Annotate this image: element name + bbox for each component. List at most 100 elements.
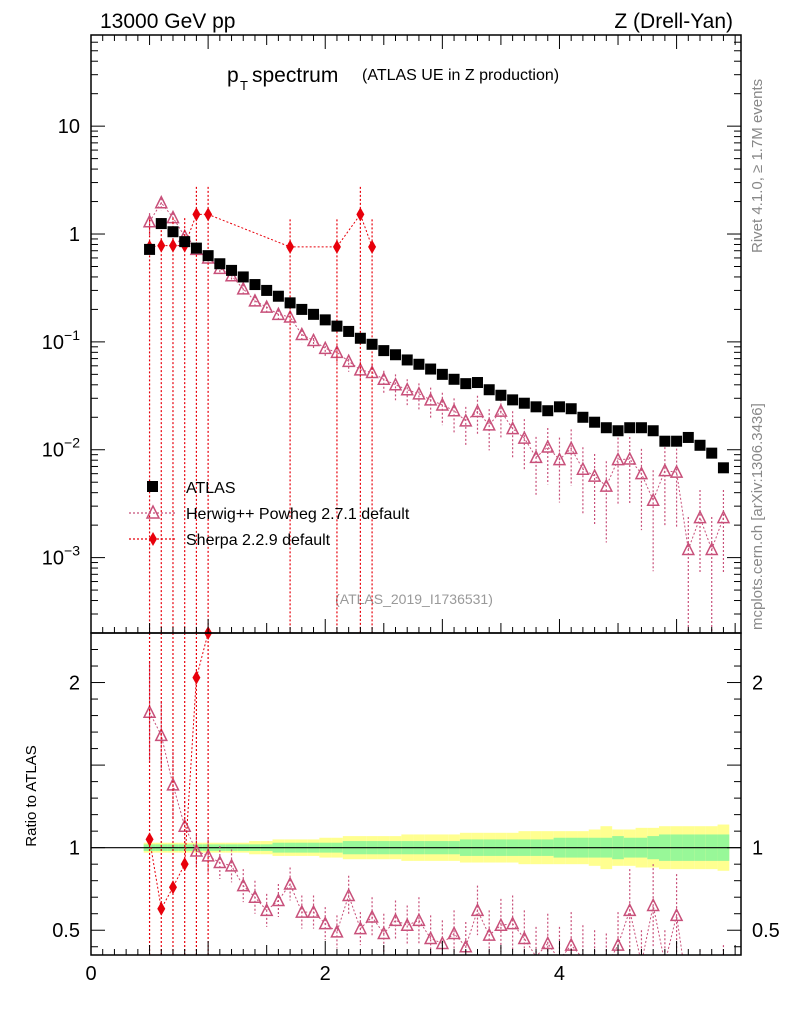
main-ytick-label: 10 [58, 116, 80, 138]
ratio-ytick-label-right: 1 [752, 838, 763, 860]
herwig-ratio-point [189, 843, 204, 857]
herwig-ratio-point [213, 854, 227, 869]
sherpa-point [286, 239, 295, 254]
herwig-point [259, 299, 274, 313]
atlas-point [530, 401, 542, 413]
herwig-ratio-point [669, 907, 684, 922]
xtick-label: 0 [85, 963, 96, 985]
herwig-point [658, 462, 672, 477]
atlas-point [425, 363, 437, 375]
ratio-ylabel: Ratio to ATLAS [23, 745, 40, 846]
herwig-point [459, 413, 473, 427]
ratio-ytick-label: 2 [69, 673, 80, 695]
herwig-point [482, 417, 496, 431]
axes: 10 1 10−1 10−2 10−3 0.5 0.5 1 1 2 2 0 2 4 [42, 34, 780, 985]
herwig-ratio-point [318, 915, 332, 930]
ratio-ytick-label-right: 2 [752, 673, 763, 695]
sherpa-point [168, 238, 177, 253]
atlas-point [319, 314, 331, 326]
herwig-point [505, 420, 520, 435]
ratio-plot [142, 626, 725, 955]
atlas-point [624, 422, 636, 434]
main-ytick-label: 10−1 [42, 327, 80, 354]
herwig-point [529, 449, 543, 464]
atlas-point [694, 439, 706, 451]
herwig-point [669, 464, 684, 478]
legend: ATLAS Herwig++ Powheg 2.7.1 default Sher… [129, 480, 410, 549]
herwig-point [681, 541, 696, 556]
atlas-point [144, 243, 156, 255]
atlas-point [565, 403, 577, 415]
mcplots-label: mcplots.cern.ch [arXiv:1306.3436] [749, 403, 766, 630]
sherpa-point [356, 207, 365, 222]
atlas-point [495, 389, 507, 401]
title-subscript: T [240, 78, 248, 93]
herwig-ratio-point [271, 892, 286, 907]
sherpa-ratio-line [149, 632, 209, 911]
herwig-ratio-point [517, 930, 532, 945]
sherpa-ratio-point [192, 670, 201, 685]
herwig-point [646, 492, 660, 507]
herwig-point [236, 281, 250, 295]
herwig-point [517, 430, 532, 444]
title-p: p [227, 64, 239, 87]
ratio-ytick-label: 0.5 [52, 920, 80, 942]
herwig-point [377, 371, 391, 386]
atlas-point [671, 435, 683, 447]
herwig-point [611, 451, 625, 466]
rivet-label: Rivet 4.1.0, ≥ 1.7M events [749, 79, 766, 253]
atlas-point [343, 325, 355, 337]
header-left: 13000 GeV pp [100, 10, 235, 33]
herwig-point [705, 541, 719, 556]
herwig-point [283, 309, 297, 323]
atlas-point [179, 236, 191, 248]
atlas-point [717, 462, 729, 474]
herwig-ratio-point [388, 912, 403, 927]
herwig-ratio-line [149, 712, 683, 955]
atlas-point [542, 405, 554, 417]
herwig-ratio-point [330, 924, 344, 938]
atlas-point [706, 447, 718, 459]
analysis-watermark: (ATLAS_2019_I1736531) [335, 591, 493, 607]
herwig-ratio-point [341, 887, 356, 902]
herwig-ratio-point [259, 902, 274, 917]
herwig-ratio-point [505, 915, 520, 930]
atlas-point [413, 358, 425, 370]
main-plot [142, 186, 731, 633]
atlas-point [600, 422, 612, 434]
legend-atlas-marker [147, 481, 158, 492]
herwig-ratio-point [494, 917, 508, 932]
atlas-point [647, 425, 659, 437]
atlas-point [483, 384, 495, 396]
sherpa-point [368, 239, 377, 254]
ratio-frame [90, 632, 742, 956]
herwig-ratio-point [236, 877, 250, 892]
atlas-point [401, 354, 413, 366]
atlas-point [378, 345, 390, 357]
xtick-label: 2 [320, 963, 331, 985]
herwig-point [634, 465, 649, 480]
plot-title: p T spectrum (ATLAS UE in Z production) [227, 64, 559, 93]
herwig-point [623, 451, 637, 465]
herwig-point [564, 440, 578, 455]
herwig-point [494, 403, 508, 417]
atlas-point [507, 394, 519, 406]
herwig-ratio-point [482, 927, 496, 941]
herwig-point [435, 397, 450, 411]
sherpa-point [204, 207, 213, 222]
herwig-point [295, 326, 309, 341]
atlas-point [167, 226, 179, 238]
atlas-point [261, 284, 273, 296]
main-ytick-label: 10−2 [42, 435, 80, 462]
herwig-point [552, 451, 567, 466]
sherpa-point [192, 207, 201, 222]
atlas-point [460, 378, 472, 390]
herwig-ratio-point [295, 904, 309, 918]
atlas-point [226, 264, 238, 276]
atlas-point [272, 290, 284, 302]
herwig-point [248, 293, 262, 307]
herwig-point [318, 340, 332, 355]
herwig-ratio-point [646, 897, 660, 912]
atlas-point [682, 431, 694, 443]
herwig-point [576, 461, 590, 475]
